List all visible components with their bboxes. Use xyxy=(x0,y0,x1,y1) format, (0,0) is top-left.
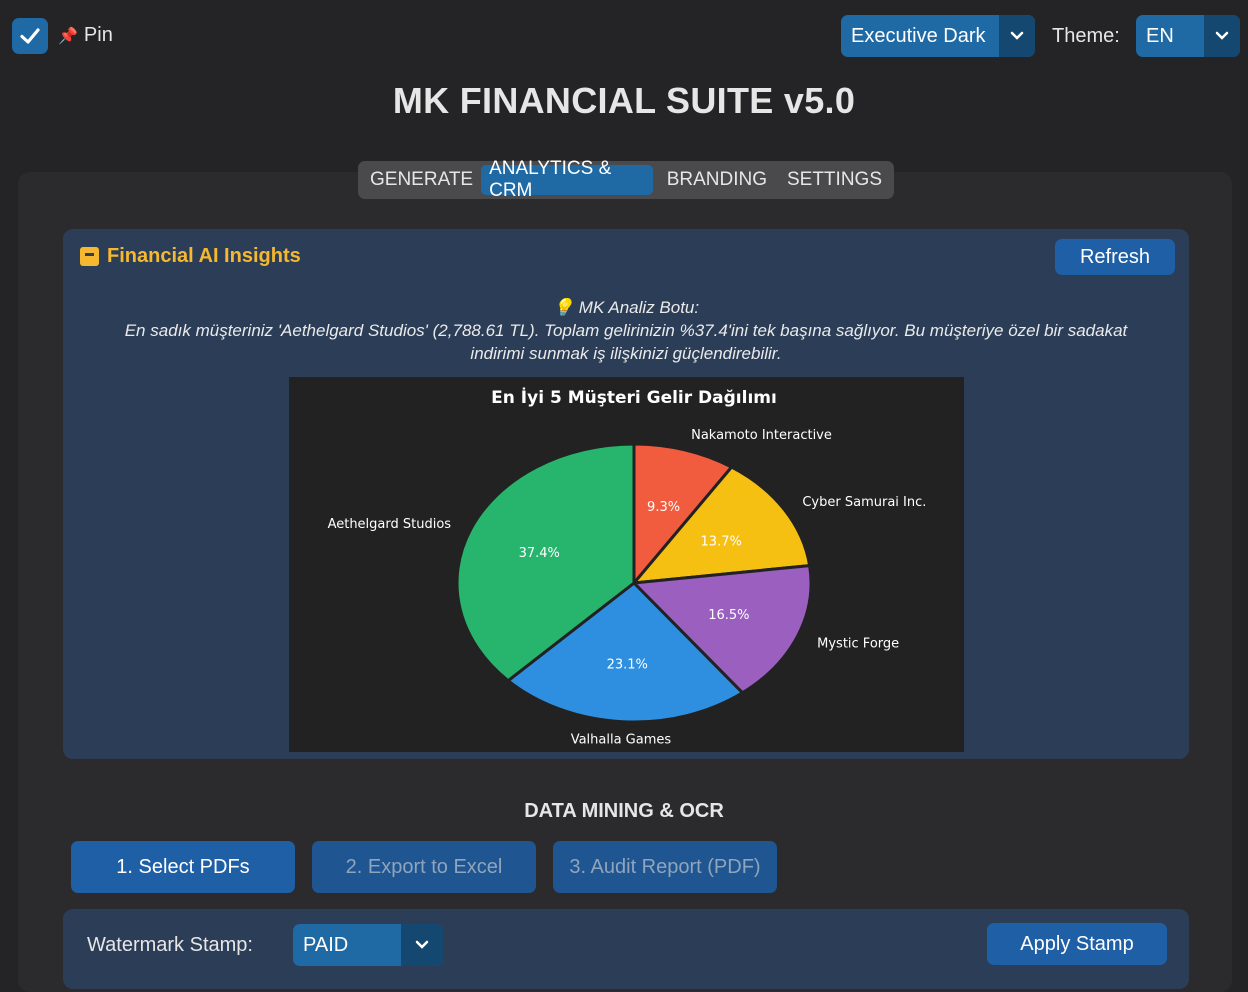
select-pdfs-button[interactable]: 1. Select PDFs xyxy=(71,841,295,893)
app-title: MK FINANCIAL SUITE v5.0 xyxy=(392,80,856,121)
tab-generate[interactable]: GENERATE xyxy=(370,169,474,190)
tab-settings[interactable]: SETTINGS xyxy=(786,169,882,190)
pie-slice-label: Nakamoto Interactive xyxy=(691,428,832,443)
insights-header: Financial AI Insights xyxy=(80,245,301,268)
chevron-down-icon[interactable] xyxy=(1204,15,1240,57)
pie-percent-label: 16.5% xyxy=(708,608,749,623)
pie-percent-label: 37.4% xyxy=(519,546,560,561)
pin-checkbox[interactable] xyxy=(12,18,48,54)
chevron-down-icon[interactable] xyxy=(401,924,443,966)
checkmark-icon xyxy=(20,28,40,44)
pie-slice xyxy=(505,580,745,724)
bot-message: En sadık müşteriniz 'Aethelgard Studios'… xyxy=(124,321,1128,363)
lightbulb-icon: 💡 xyxy=(552,298,575,317)
language-select-value: EN xyxy=(1146,24,1174,47)
bot-name-line: 💡 MK Analiz Botu: xyxy=(100,296,1152,319)
watermark-select[interactable]: PAID xyxy=(293,924,443,966)
chart-title: En İyi 5 Müşteri Gelir Dağılımı xyxy=(491,386,777,408)
pie-percent-label: 13.7% xyxy=(701,534,742,549)
tab-analytics-crm[interactable]: ANALYTICS & CRM xyxy=(481,158,653,201)
pie-slice xyxy=(455,442,636,683)
pie-chart: En İyi 5 Müşteri Gelir Dağılımı 9.3% Naka… xyxy=(289,377,964,752)
style-select[interactable]: Executive Dark xyxy=(841,15,1035,57)
bot-message-block: 💡 MK Analiz Botu: En sadık müşteriniz 'A… xyxy=(100,296,1152,365)
package-icon xyxy=(80,247,99,266)
pushpin-icon: 📌 xyxy=(58,27,78,45)
insights-title: Financial AI Insights xyxy=(107,245,301,267)
pie-percent-label: 23.1% xyxy=(607,657,648,672)
pin-label: Pin xyxy=(83,24,113,46)
theme-label: Theme: xyxy=(1052,25,1120,47)
refresh-button[interactable]: Refresh xyxy=(1055,239,1175,275)
watermark-select-value: PAID xyxy=(303,933,349,956)
chevron-down-icon[interactable] xyxy=(999,15,1035,57)
data-mining-title: DATA MINING & OCR xyxy=(524,800,724,822)
watermark-label: Watermark Stamp: xyxy=(87,934,253,956)
pie-slice-label: Valhalla Games xyxy=(571,732,672,747)
language-select[interactable]: EN xyxy=(1136,15,1240,57)
pin-label-group: 📌 Pin xyxy=(58,24,113,47)
pie-chart-svg: En İyi 5 Müşteri Gelir Dağılımı 9.3% Naka… xyxy=(328,386,927,747)
tab-branding[interactable]: BRANDING xyxy=(666,169,767,190)
tab-bar: GENERATE ANALYTICS & CRM BRANDING SETTIN… xyxy=(358,158,894,201)
style-select-value: Executive Dark xyxy=(851,24,986,47)
pie-slice-label: Cyber Samurai Inc. xyxy=(802,495,926,510)
pie-slice xyxy=(630,563,813,695)
apply-stamp-button[interactable]: Apply Stamp xyxy=(987,923,1167,965)
pie-slice-label: Mystic Forge xyxy=(817,637,899,652)
export-excel-button[interactable]: 2. Export to Excel xyxy=(312,841,536,893)
pie-slice xyxy=(630,465,812,585)
pie-percent-label: 9.3% xyxy=(647,500,680,515)
pie-slice-label: Aethelgard Studios xyxy=(328,517,452,532)
audit-report-button[interactable]: 3. Audit Report (PDF) xyxy=(553,841,777,893)
bot-name: MK Analiz Botu: xyxy=(578,298,700,317)
pie-slice xyxy=(632,442,734,588)
